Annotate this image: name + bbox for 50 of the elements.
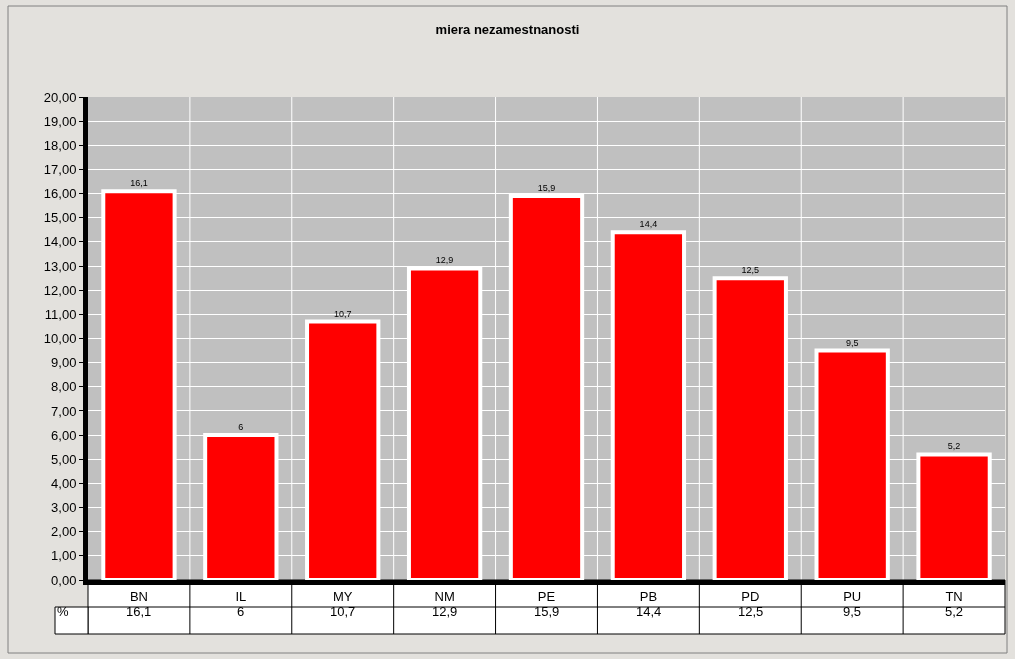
text: 14,4 — [639, 219, 658, 230]
y-tick-label: 3,00 — [51, 500, 77, 516]
y-tick-label: 12,00 — [43, 282, 77, 298]
text: 12,9 — [435, 255, 454, 266]
x-tick-label: PB — [639, 588, 658, 604]
data-label: 12,5 — [738, 604, 764, 619]
chart-title: miera nezamestnanosti — [435, 22, 580, 38]
x-tick-label: NM — [434, 588, 455, 604]
text: 6 — [238, 422, 244, 433]
y-tick-label: 17,00 — [43, 162, 77, 177]
data-label: 9,5 — [843, 604, 862, 619]
text: 15,9 — [537, 183, 556, 194]
y-tick-label: 8,00 — [51, 379, 77, 395]
y-tick-label: 1,00 — [51, 548, 77, 564]
x-tick-label: IL — [235, 588, 247, 604]
y-tick-label: 20,00 — [43, 89, 77, 105]
text: 10,7 — [333, 308, 352, 319]
y-tick-label: 11,00 — [44, 306, 77, 322]
y-tick-label: 2,00 — [51, 524, 77, 540]
text: 12,5 — [741, 265, 760, 276]
text: 9,5 — [845, 337, 859, 348]
x-tick-label: BN — [129, 588, 148, 604]
y-tick-label: 6,00 — [51, 427, 77, 443]
y-tick-label: 5,00 — [51, 451, 77, 467]
x-tick-label: PE — [537, 588, 556, 604]
x-tick-label: TN — [945, 588, 963, 604]
data-label: 15,9 — [534, 604, 560, 619]
y-tick-label: 15,00 — [43, 210, 77, 226]
data-label: 14,4 — [636, 604, 662, 619]
y-tick-label: 10,00 — [43, 331, 77, 347]
x-tick-label: PD — [741, 588, 760, 604]
y-tick-label: 14,00 — [43, 234, 77, 250]
data-label: 6 — [237, 604, 245, 619]
y-tick-label: 18,00 — [43, 137, 77, 153]
data-label: 16,1 — [126, 604, 152, 619]
text: 16,1 — [130, 178, 148, 189]
y-tick-label: 0,00 — [51, 572, 77, 588]
y-tick-label: 13,00 — [43, 258, 77, 274]
data-label: 10,7 — [330, 604, 356, 619]
data-label: 12,9 — [432, 604, 458, 619]
data-label: 5,2 — [945, 604, 964, 619]
x-tick-label: PU — [843, 588, 862, 604]
y-tick-label: 19,00 — [43, 113, 77, 129]
x-tick-label: MY — [332, 588, 353, 604]
y-tick-label: 9,00 — [51, 355, 77, 371]
y-tick-label: 7,00 — [51, 403, 77, 419]
y-tick-label: 16,00 — [43, 186, 77, 202]
text: 5,2 — [947, 441, 961, 452]
text: % — [57, 604, 69, 619]
y-tick-label: 4,00 — [51, 475, 77, 491]
